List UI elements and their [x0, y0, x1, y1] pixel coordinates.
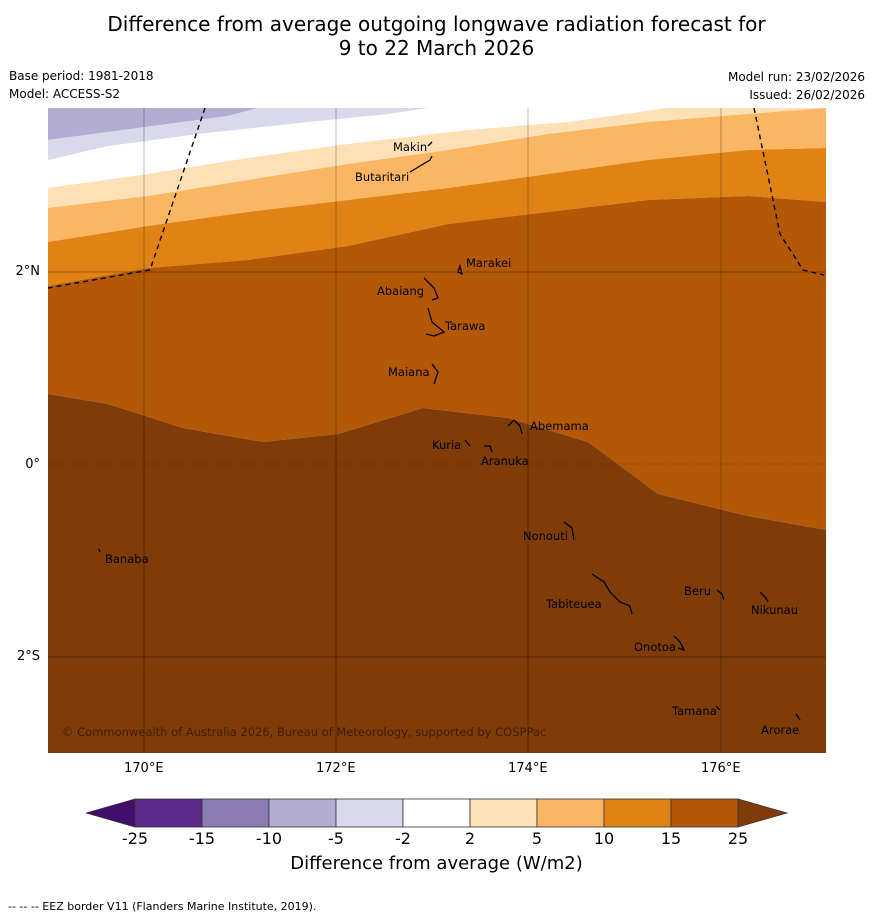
place-label-nikunau: Nikunau — [751, 603, 798, 617]
colorbar-tick: -25 — [121, 829, 149, 848]
gridlines — [48, 108, 826, 753]
colorbar-tick: -10 — [255, 829, 283, 848]
band-plus25 — [48, 394, 826, 753]
island-marakei — [457, 263, 463, 276]
title-line-2: 9 to 22 March 2026 — [338, 36, 535, 60]
place-label-makin: Makin — [393, 140, 427, 154]
base-period: Base period: 1981-2018 — [9, 69, 154, 83]
band-minus5 — [48, 108, 428, 160]
island-tarawa — [425, 307, 446, 337]
island-maiana — [431, 363, 439, 385]
band-plus10 — [48, 148, 826, 286]
island-aranuka — [484, 445, 493, 453]
issued-date: Issued: 26/02/2026 — [749, 88, 865, 102]
lat-label-2n: 2°N — [15, 264, 41, 279]
island-outlines — [98, 141, 801, 721]
colorbar-bin — [268, 798, 337, 828]
colorbar-tick: 5 — [531, 829, 543, 848]
lat-label-0: 0° — [25, 457, 40, 472]
place-label-maiana: Maiana — [388, 365, 430, 379]
colorbar-tick: -15 — [188, 829, 216, 848]
colorbar — [86, 798, 788, 828]
model-run: Model run: 23/02/2026 — [727, 70, 865, 84]
island-nonouti — [563, 521, 575, 541]
copyright-notice: © Commonwealth of Australia 2026, Bureau… — [62, 725, 546, 739]
island-abaiang — [423, 277, 439, 301]
place-label-beru: Beru — [684, 584, 711, 598]
island-kuria — [464, 439, 471, 447]
island-banaba — [98, 548, 101, 553]
colorbar-tick: 2 — [464, 829, 476, 848]
place-label-abaiang: Abaiang — [377, 284, 424, 298]
island-butaritari — [409, 155, 433, 173]
colorbar-title: Difference from average (W/m2) — [290, 853, 583, 874]
island-beru — [716, 589, 725, 601]
place-label-aranuka: Aranuka — [481, 454, 529, 468]
colorbar-bin — [335, 798, 404, 828]
colorbar-bin — [603, 798, 672, 828]
place-label-tarawa: Tarawa — [444, 319, 485, 333]
chart-title: Difference from average outgoing longwav… — [0, 12, 873, 60]
place-label-banaba: Banaba — [105, 552, 149, 566]
colorbar-tick: 15 — [660, 829, 682, 848]
island-tabiteuea — [591, 573, 633, 615]
place-label-tabiteuea: Tabiteuea — [545, 597, 602, 611]
lat-label-2s: 2°S — [16, 649, 40, 664]
place-labels: Makin Butaritari Marakei Abaiang Tarawa … — [105, 140, 799, 737]
colorbar-bin — [134, 798, 203, 828]
lon-label-172e: 172°E — [316, 761, 356, 776]
island-tamana — [715, 705, 721, 711]
colorbar-tick: -5 — [328, 829, 344, 848]
place-label-arorae: Arorae — [761, 723, 799, 737]
colorbar-tick: 25 — [727, 829, 749, 848]
island-abemama — [507, 419, 523, 435]
colorbar-bin — [402, 798, 471, 828]
lon-label-174e: 174°E — [508, 761, 548, 776]
title-line-1: Difference from average outgoing longwav… — [107, 12, 766, 36]
place-label-onotoa: Onotoa — [634, 640, 676, 654]
colorbar-bin — [469, 798, 538, 828]
island-makin — [427, 141, 433, 147]
band-minus10 — [48, 108, 258, 140]
colorbar-bin — [201, 798, 270, 828]
place-label-marakei: Marakei — [466, 256, 511, 270]
place-label-abemama: Abemama — [530, 419, 589, 433]
band-plus15 — [48, 196, 826, 530]
place-label-butaritari: Butaritari — [355, 170, 409, 184]
island-arorae — [795, 713, 801, 721]
eez-border — [48, 108, 825, 289]
island-nikunau — [759, 591, 769, 603]
island-onotoa — [673, 635, 686, 652]
colorbar-tick: 10 — [593, 829, 615, 848]
forecast-map: Makin Butaritari Marakei Abaiang Tarawa … — [48, 108, 826, 753]
colorbar-tick: -2 — [395, 829, 411, 848]
lon-label-170e: 170°E — [124, 761, 164, 776]
place-label-kuria: Kuria — [432, 438, 461, 452]
place-label-nonouti: Nonouti — [523, 529, 568, 543]
place-label-tamana: Tamana — [671, 704, 717, 718]
colorbar-bin — [670, 798, 739, 828]
band-plus5 — [48, 108, 826, 242]
model-name: Model: ACCESS-S2 — [9, 87, 121, 101]
colorbar-extend-high — [737, 798, 788, 828]
band-plus2 — [48, 108, 826, 208]
colorbar-bin — [536, 798, 605, 828]
colorbar-extend-low — [86, 798, 136, 828]
eez-footnote: -- -- -- EEZ border V11 (Flanders Marine… — [8, 900, 317, 913]
lon-label-176e: 176°E — [701, 761, 741, 776]
